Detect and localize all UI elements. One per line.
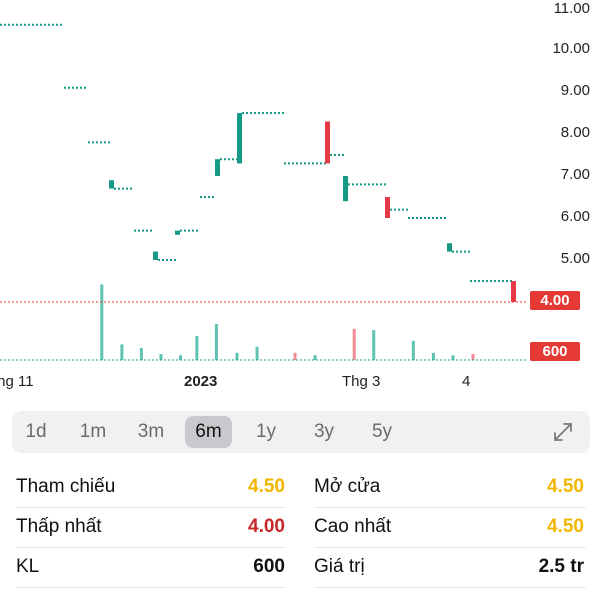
range-tab-1m[interactable]: 1m xyxy=(79,421,107,442)
price-chart[interactable] xyxy=(0,0,600,400)
volume-bar xyxy=(139,348,143,360)
volume-bar xyxy=(195,336,199,360)
candle xyxy=(175,230,180,235)
divider xyxy=(16,507,286,508)
expand-icon[interactable] xyxy=(552,421,574,443)
volume-bar xyxy=(235,352,239,360)
candle xyxy=(237,113,242,164)
volume-label: KL xyxy=(16,556,40,577)
current-volume-badge: 600 xyxy=(530,342,580,361)
range-tab-6m[interactable]: 6m xyxy=(185,416,232,448)
volume-bar xyxy=(352,328,356,360)
value-label: Giá trị xyxy=(314,556,365,577)
divider xyxy=(16,587,286,588)
x-tick-label: 4 xyxy=(462,373,471,390)
x-tick-label: Thg 11 xyxy=(0,373,34,390)
divider xyxy=(314,507,586,508)
volume-bar xyxy=(178,355,182,360)
x-tick-label: 2023 xyxy=(184,373,218,390)
low-label: Thấp nhất xyxy=(16,516,102,537)
y-tick-label: 5.00 xyxy=(560,250,590,267)
candle xyxy=(215,159,220,176)
volume-bar xyxy=(293,352,297,360)
y-tick-label: 6.00 xyxy=(560,208,590,225)
volume-bar xyxy=(411,340,415,360)
volume-bar xyxy=(313,355,317,360)
range-tab-1d[interactable]: 1d xyxy=(25,421,47,442)
reference-value: 4.50 xyxy=(248,476,285,497)
y-tick-label: 9.00 xyxy=(560,82,590,99)
range-tab-3m[interactable]: 3m xyxy=(137,421,165,442)
reference-label: Tham chiếu xyxy=(16,476,116,497)
candle xyxy=(153,251,158,260)
candle xyxy=(109,180,114,189)
range-selector: 1d 1m 3m 6m 1y 3y 5y xyxy=(12,411,590,453)
low-value: 4.00 xyxy=(248,516,285,537)
candle xyxy=(447,243,452,252)
volume-series xyxy=(100,284,475,360)
value-value: 2.5 tr xyxy=(538,556,584,577)
y-tick-label: 11.00 xyxy=(553,0,590,17)
price-series xyxy=(0,23,516,302)
high-value: 4.50 xyxy=(547,516,584,537)
volume-bar xyxy=(451,355,455,360)
stat-row: Tham chiếu 4.50 Mở cửa 4.50 xyxy=(0,468,600,508)
volume-bar xyxy=(255,346,259,360)
stat-row: Thấp nhất 4.00 Cao nhất 4.50 xyxy=(0,508,600,548)
candle xyxy=(343,176,348,202)
divider xyxy=(314,587,586,588)
candle xyxy=(325,121,330,164)
open-label: Mở cửa xyxy=(314,476,381,497)
range-tab-3y[interactable]: 3y xyxy=(313,421,335,442)
high-label: Cao nhất xyxy=(314,516,392,537)
volume-bar xyxy=(372,330,376,360)
divider xyxy=(16,547,286,548)
volume-bar xyxy=(159,354,163,360)
volume-value: 600 xyxy=(253,556,285,577)
volume-bar xyxy=(431,352,435,360)
volume-bar xyxy=(471,354,475,360)
y-tick-label: 10.00 xyxy=(552,40,590,57)
stat-row: KL 600 Giá trị 2.5 tr xyxy=(0,548,600,588)
open-value: 4.50 xyxy=(547,476,584,497)
range-tab-5y[interactable]: 5y xyxy=(371,421,393,442)
divider xyxy=(314,547,586,548)
y-tick-label: 8.00 xyxy=(560,124,590,141)
volume-bar xyxy=(214,324,218,360)
volume-bar xyxy=(100,284,104,360)
volume-bar xyxy=(120,344,124,360)
candle xyxy=(511,281,516,302)
range-tab-1y[interactable]: 1y xyxy=(255,421,277,442)
x-tick-label: Thg 3 xyxy=(342,373,381,390)
current-price-badge: 4.00 xyxy=(530,291,580,310)
y-tick-label: 7.00 xyxy=(560,166,590,183)
candle xyxy=(385,197,390,218)
